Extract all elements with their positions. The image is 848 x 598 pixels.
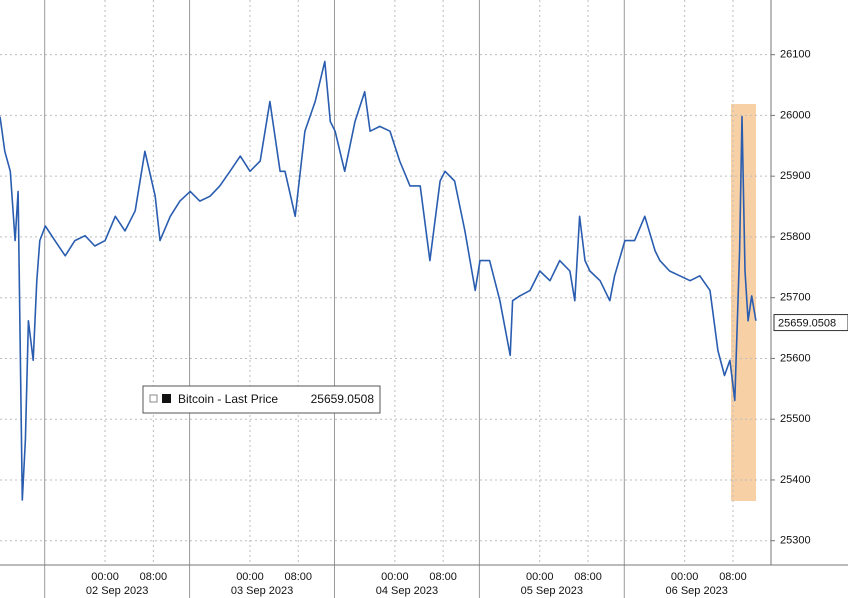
day-label: 06 Sep 2023 [666,585,728,597]
y-tick-label: 25500 [780,413,811,425]
legend: Bitcoin - Last Price 25659.0508 [142,385,381,414]
legend-box [142,385,381,414]
x-tick-label: 00:00 [671,571,699,583]
plot [0,60,757,501]
y-tick-label: 25900 [780,170,811,182]
legend-checkbox [149,394,158,403]
axes: 25300 25400 25500 25600 25700 25800 25900 26000… [86,49,848,597]
last-price-tag [773,314,848,332]
day-label: 05 Sep 2023 [521,585,583,597]
legend-value: 25659.0508 [311,392,375,406]
x-tick-label: 08:00 [284,571,312,583]
y-tick-label: 25700 [780,292,811,304]
y-tick-label: 25800 [780,231,811,243]
day-label: 02 Sep 2023 [86,585,148,597]
x-tick-label: 00:00 [236,571,264,583]
legend-label: Bitcoin - Last Price [178,392,278,406]
y-tick-label: 26000 [780,109,811,121]
legend-swatch [162,394,171,403]
x-tick-label: 00:00 [526,571,554,583]
y-tick-label: 25600 [780,352,811,364]
x-tick-label: 08:00 [719,571,747,583]
x-tick-label: 08:00 [574,571,602,583]
x-tick-label: 08:00 [140,571,168,583]
y-tick-label: 25300 [780,535,811,547]
x-tick-label: 08:00 [429,571,457,583]
last-price-label: 25659.0508 [778,317,836,329]
day-label: 03 Sep 2023 [231,585,293,597]
grid [0,0,771,598]
x-tick-label: 00:00 [381,571,409,583]
y-tick-label: 26100 [780,49,811,61]
x-tick-label: 00:00 [91,571,119,583]
day-label: 04 Sep 2023 [376,585,438,597]
price-line [0,60,757,501]
y-tick-label: 25400 [780,474,811,486]
